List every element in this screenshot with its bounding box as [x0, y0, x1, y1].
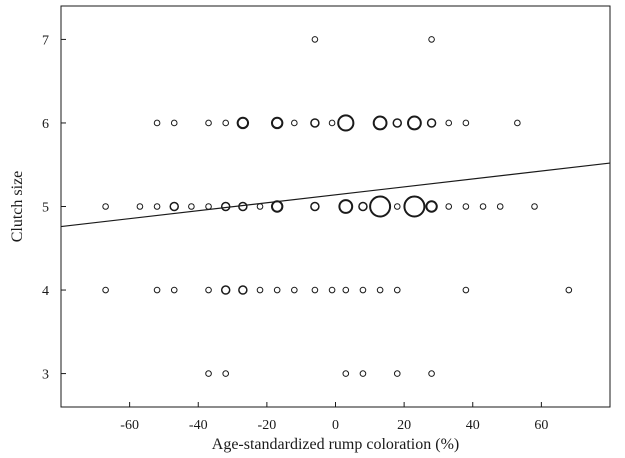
data-point: [170, 119, 178, 127]
data-point: [238, 201, 248, 212]
x-tick-label: 40: [466, 418, 480, 433]
data-point: [565, 286, 573, 294]
y-tick-label: 7: [42, 33, 49, 48]
data-point: [222, 370, 229, 377]
data-point: [342, 370, 350, 377]
data-point: [270, 116, 284, 130]
y-tick-label: 5: [42, 201, 49, 216]
data-point: [462, 286, 470, 294]
data-point: [393, 370, 401, 377]
data-point: [153, 119, 161, 127]
y-tick-label: 6: [42, 117, 49, 132]
x-tick-label: -40: [189, 418, 208, 433]
data-point: [359, 370, 367, 377]
data-point: [462, 203, 470, 210]
data-point: [479, 203, 487, 210]
data-point: [102, 203, 109, 210]
data-point: [407, 115, 422, 131]
data-point: [496, 203, 504, 210]
data-point: [369, 195, 392, 218]
y-axis-title: Clutch size: [9, 171, 26, 243]
data-point: [205, 203, 212, 210]
regression-line: [60, 162, 611, 228]
data-point: [311, 286, 319, 294]
data-point: [220, 201, 231, 212]
axis-ticks: -60 -40 -20 0 20 40 60 3 4 5 6 7: [42, 33, 548, 433]
x-tick-label: 60: [534, 418, 548, 433]
data-point: [376, 286, 384, 294]
data-point: [256, 286, 264, 294]
data-point: [425, 200, 438, 213]
y-tick-label: 3: [42, 368, 49, 383]
data-point: [291, 119, 298, 127]
data-point: [236, 116, 250, 130]
plot-frame: [60, 5, 611, 408]
data-point: [310, 118, 320, 128]
data-point: [426, 118, 437, 128]
data-point: [291, 286, 298, 294]
data-point: [328, 119, 336, 127]
data-point: [153, 203, 161, 210]
data-point: [188, 203, 195, 210]
data-point: [359, 286, 367, 294]
x-tick-label: -20: [258, 418, 277, 433]
x-tick-label: 0: [332, 418, 339, 433]
x-axis-title: Age-standardized rump coloration (%): [212, 436, 459, 453]
data-point: [393, 203, 401, 210]
data-point: [310, 201, 320, 212]
data-point: [136, 203, 144, 210]
data-point: [205, 370, 212, 377]
data-point: [256, 203, 264, 210]
data-point: [531, 203, 538, 210]
y-tick-label: 4: [42, 284, 49, 299]
data-point: [153, 286, 161, 294]
data-point: [337, 114, 355, 132]
data-point: [428, 36, 435, 43]
data-point: [428, 370, 435, 377]
data-point: [462, 119, 470, 127]
data-point: [393, 286, 401, 294]
data-point: [169, 201, 179, 212]
data-point: [445, 203, 453, 210]
data-point: [170, 286, 178, 294]
plot-area: -60 -40 -20 0 20 40 60 3 4 5 6 7: [42, 5, 611, 433]
data-point: [238, 285, 248, 295]
data-point: [205, 286, 212, 294]
data-point: [102, 286, 109, 294]
data-point: [392, 118, 403, 128]
data-point: [311, 36, 319, 43]
data-point: [445, 119, 453, 127]
data-point: [270, 200, 284, 213]
data-point: [328, 286, 336, 294]
data-point: [338, 199, 354, 214]
data-point: [403, 195, 426, 218]
data-point: [222, 119, 229, 127]
data-points: [102, 36, 573, 377]
data-point: [358, 201, 368, 212]
data-point: [205, 119, 212, 127]
data-point: [342, 286, 350, 294]
x-tick-label: -60: [120, 418, 139, 433]
data-point: [514, 119, 521, 127]
data-point: [372, 115, 388, 131]
x-tick-label: 20: [397, 418, 411, 433]
data-point: [220, 285, 231, 295]
data-point: [273, 286, 281, 294]
